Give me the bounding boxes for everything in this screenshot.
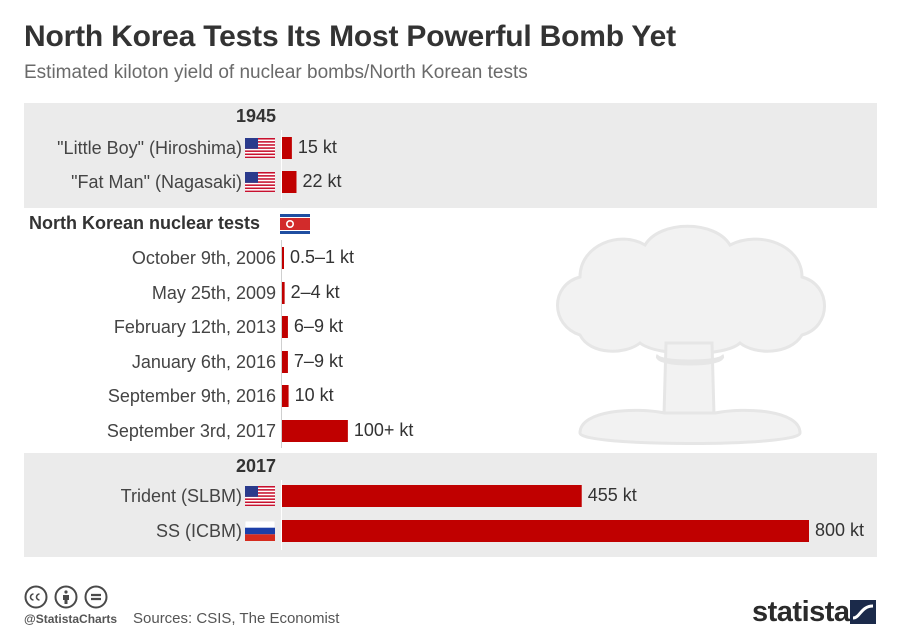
value-label: 10 kt [294,385,334,405]
attribution-icon [54,585,78,609]
value-label: 0.5–1 kt [290,247,355,267]
category-label: Trident (SLBM) [120,486,242,506]
value-label: 7–9 kt [293,351,343,371]
value-label: 100+ kt [353,420,414,440]
category-label: September 3rd, 2017 [106,421,276,441]
value-label: 22 kt [302,171,342,191]
license-icons [24,585,108,609]
bar [282,247,284,269]
bar [282,420,348,442]
axis-line-2017 [281,480,282,550]
section-label-north-korea: North Korean nuclear tests [29,213,261,233]
no-derivatives-icon [84,585,108,609]
us-flag-icon [245,138,275,158]
twitter-handle: @StatistaCharts [24,612,118,626]
axis-line-north-korea [281,240,282,448]
north-korea-flag-icon [280,214,310,234]
us-flag-icon [245,486,275,506]
value-label: 15 kt [297,137,337,157]
chart-subtitle: Estimated kiloton yield of nuclear bombs… [24,62,528,83]
category-label: "Fat Man" (Nagasaki) [71,172,242,192]
axis-line-1945 [281,130,282,200]
category-label: May 25th, 2009 [151,283,276,303]
chart-title: North Korea Tests Its Most Powerful Bomb… [24,20,676,53]
value-label: 6–9 kt [293,316,343,336]
section-label-2017: 2017 [235,456,276,476]
bar [282,351,288,373]
category-label: SS (ICBM) [155,521,242,541]
bar [282,385,289,407]
value-label: 455 kt [587,485,637,505]
statista-logo: statista [752,596,850,628]
bar [282,316,288,338]
us-flag-icon [245,172,275,192]
category-label: October 9th, 2006 [131,248,276,268]
bar [282,137,292,159]
bar [282,485,582,507]
mushroom-cloud-icon [556,224,826,445]
statista-logo-icon [850,600,876,624]
russia-flag-icon [245,521,275,541]
category-label: February 12th, 2013 [113,317,276,337]
band-1945 [24,103,877,208]
bar [282,171,297,193]
sources-text: Sources: CSIS, The Economist [133,610,340,627]
category-label: January 6th, 2016 [131,352,276,372]
bar [282,520,809,542]
value-label: 2–4 kt [290,282,340,302]
bar [282,282,285,304]
category-label: "Little Boy" (Hiroshima) [57,138,242,158]
value-label: 800 kt [815,520,865,540]
section-label-1945: 1945 [235,106,276,126]
category-label: September 9th, 2016 [107,386,276,406]
cc-icon [24,585,48,609]
